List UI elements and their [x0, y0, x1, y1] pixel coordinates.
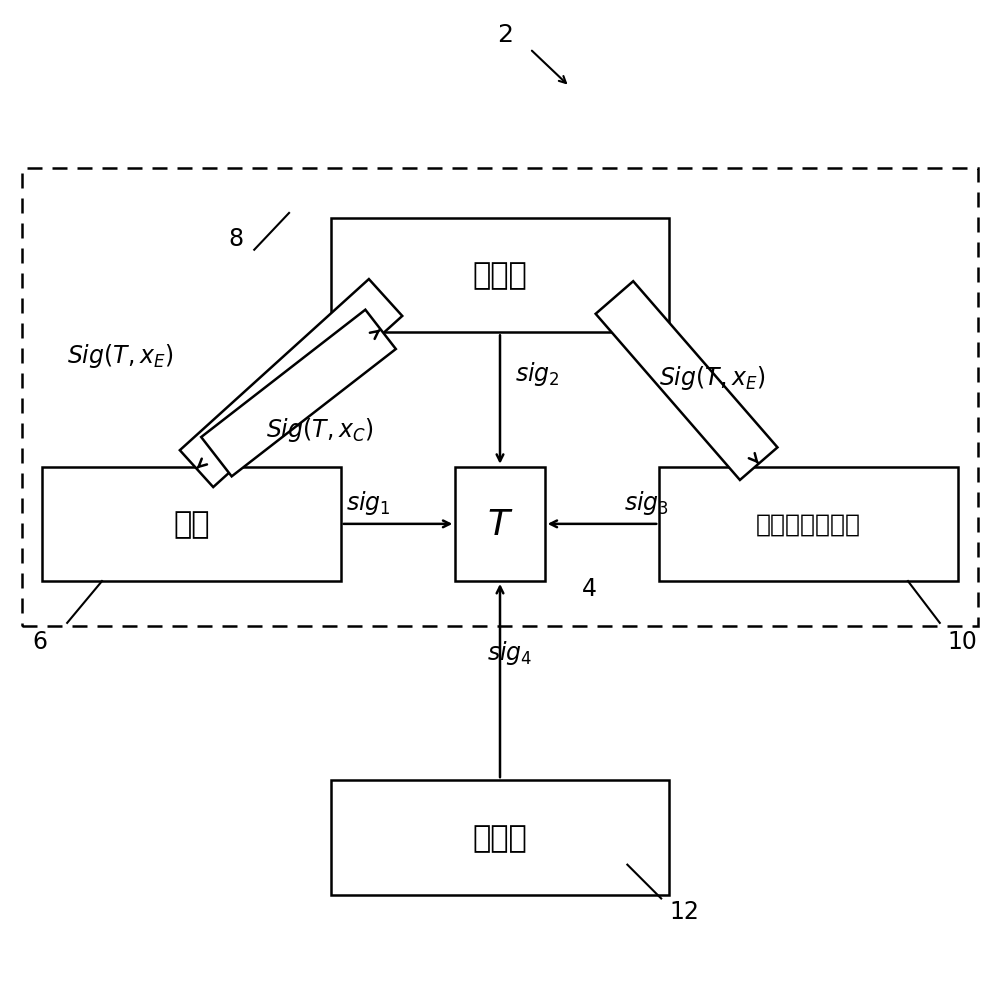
- Text: $Sig(T,x_C)$: $Sig(T,x_C)$: [266, 415, 374, 443]
- Text: 受信任的第三方: 受信任的第三方: [756, 512, 861, 537]
- Text: 6: 6: [33, 629, 48, 653]
- Text: 12: 12: [669, 900, 699, 923]
- Text: $sig_4$: $sig_4$: [487, 638, 533, 666]
- Bar: [331, 780, 669, 895]
- Polygon shape: [201, 310, 396, 477]
- Text: $sig_3$: $sig_3$: [624, 489, 669, 517]
- Text: $\mathit{T}$: $\mathit{T}$: [487, 507, 513, 542]
- Bar: [659, 467, 958, 581]
- Text: 10: 10: [948, 629, 978, 653]
- Text: $Sig(T,x_E)$: $Sig(T,x_E)$: [659, 364, 766, 392]
- Polygon shape: [596, 282, 777, 480]
- Bar: [455, 467, 545, 581]
- Text: 4: 4: [582, 577, 597, 600]
- Text: $sig_2$: $sig_2$: [515, 360, 560, 388]
- Polygon shape: [180, 279, 402, 488]
- Text: 8: 8: [229, 227, 244, 250]
- Text: 客户: 客户: [173, 510, 210, 539]
- Bar: [331, 219, 669, 333]
- Text: $sig_1$: $sig_1$: [346, 489, 391, 517]
- Text: 2: 2: [497, 23, 513, 47]
- Text: 托管方: 托管方: [473, 823, 527, 852]
- Text: 交换方: 交换方: [473, 261, 527, 290]
- Bar: [22, 169, 978, 626]
- Text: $Sig(T,x_E)$: $Sig(T,x_E)$: [67, 342, 174, 370]
- Bar: [42, 467, 341, 581]
